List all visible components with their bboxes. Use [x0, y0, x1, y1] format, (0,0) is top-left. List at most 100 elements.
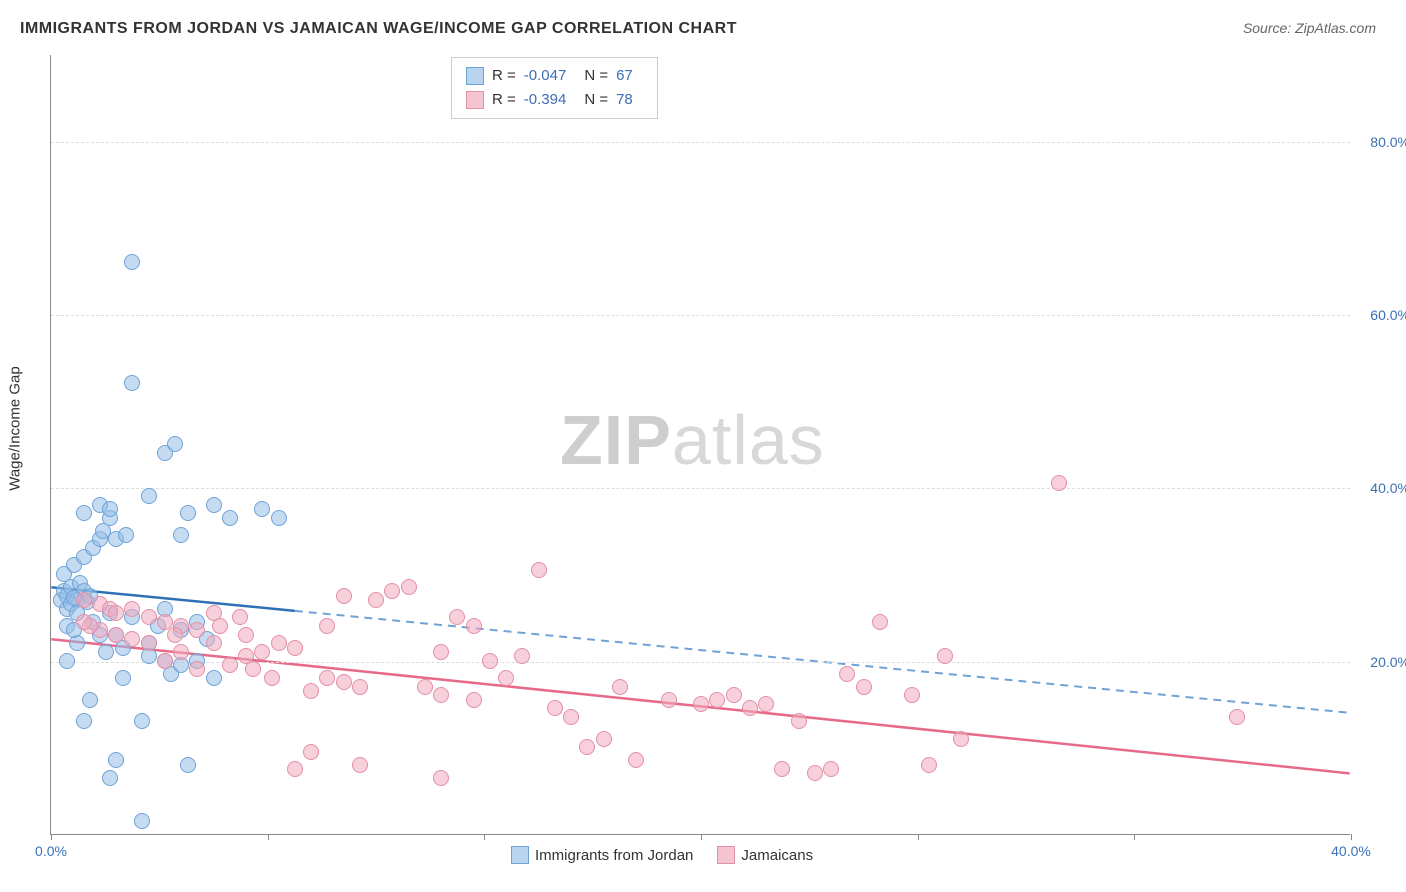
data-point-jamaican	[466, 618, 482, 634]
data-point-jordan	[134, 713, 150, 729]
data-point-jamaican	[547, 700, 563, 716]
n-label: N =	[584, 64, 608, 88]
gridline	[51, 142, 1350, 143]
data-point-jamaican	[1051, 475, 1067, 491]
data-point-jamaican	[1229, 709, 1245, 725]
n-value: 78	[616, 88, 633, 112]
data-point-jamaican	[336, 674, 352, 690]
data-point-jordan	[206, 497, 222, 513]
swatch-icon	[466, 91, 484, 109]
data-point-jordan	[76, 505, 92, 521]
data-point-jordan	[102, 501, 118, 517]
data-point-jamaican	[433, 644, 449, 660]
gridline	[51, 315, 1350, 316]
data-point-jordan	[124, 254, 140, 270]
data-point-jamaican	[212, 618, 228, 634]
data-point-jordan	[82, 692, 98, 708]
data-point-jamaican	[76, 592, 92, 608]
y-tick-label: 60.0%	[1355, 307, 1406, 323]
correlation-row-jamaican: R =-0.394N =78	[466, 88, 643, 112]
data-point-jordan	[115, 670, 131, 686]
data-point-jamaican	[167, 627, 183, 643]
data-point-jamaican	[807, 765, 823, 781]
data-point-jordan	[206, 670, 222, 686]
legend-label: Jamaicans	[741, 847, 813, 864]
data-point-jordan	[59, 653, 75, 669]
data-point-jamaican	[661, 692, 677, 708]
data-point-jamaican	[693, 696, 709, 712]
data-point-jamaican	[937, 648, 953, 664]
data-point-jordan	[271, 510, 287, 526]
data-point-jamaican	[141, 635, 157, 651]
data-point-jamaican	[303, 683, 319, 699]
data-point-jamaican	[856, 679, 872, 695]
data-point-jamaican	[222, 657, 238, 673]
data-point-jamaican	[482, 653, 498, 669]
data-point-jamaican	[124, 631, 140, 647]
r-label: R =	[492, 88, 516, 112]
swatch-icon	[717, 846, 735, 864]
data-point-jamaican	[264, 670, 280, 686]
x-tick	[51, 834, 52, 840]
y-tick-label: 20.0%	[1355, 654, 1406, 670]
data-point-jamaican	[628, 752, 644, 768]
data-point-jamaican	[921, 757, 937, 773]
data-point-jordan	[124, 375, 140, 391]
data-point-jamaican	[612, 679, 628, 695]
data-point-jamaican	[352, 757, 368, 773]
gridline	[51, 488, 1350, 489]
data-point-jamaican	[531, 562, 547, 578]
y-axis-label: Wage/Income Gap	[7, 366, 24, 491]
data-point-jamaican	[319, 618, 335, 634]
x-tick-label: 40.0%	[1331, 843, 1371, 859]
data-point-jamaican	[417, 679, 433, 695]
data-point-jordan	[102, 770, 118, 786]
data-point-jamaican	[579, 739, 595, 755]
data-point-jamaican	[141, 609, 157, 625]
data-point-jamaican	[758, 696, 774, 712]
data-point-jordan	[222, 510, 238, 526]
data-point-jamaican	[872, 614, 888, 630]
data-point-jamaican	[774, 761, 790, 777]
data-point-jamaican	[271, 635, 287, 651]
x-tick	[1351, 834, 1352, 840]
data-point-jordan	[108, 752, 124, 768]
correlation-row-jordan: R =-0.047N =67	[466, 64, 643, 88]
data-point-jordan	[180, 757, 196, 773]
data-point-jamaican	[839, 666, 855, 682]
legend-label: Immigrants from Jordan	[535, 847, 693, 864]
r-value: -0.047	[524, 64, 567, 88]
data-point-jordan	[141, 488, 157, 504]
data-point-jamaican	[76, 614, 92, 630]
data-point-jamaican	[108, 627, 124, 643]
data-point-jamaican	[384, 583, 400, 599]
data-point-jamaican	[596, 731, 612, 747]
scatter-chart: R =-0.047N =67R =-0.394N =78 Immigrants …	[50, 55, 1350, 835]
legend-item-jordan: Immigrants from Jordan	[511, 846, 693, 864]
data-point-jordan	[180, 505, 196, 521]
data-point-jordan	[173, 527, 189, 543]
data-point-jordan	[134, 813, 150, 829]
data-point-jamaican	[303, 744, 319, 760]
y-tick-label: 80.0%	[1355, 134, 1406, 150]
chart-title: IMMIGRANTS FROM JORDAN VS JAMAICAN WAGE/…	[20, 20, 737, 38]
data-point-jamaican	[232, 609, 248, 625]
data-point-jamaican	[791, 713, 807, 729]
correlation-legend: R =-0.047N =67R =-0.394N =78	[451, 57, 658, 119]
x-tick	[1134, 834, 1135, 840]
source-attribution: Source: ZipAtlas.com	[1243, 20, 1376, 36]
data-point-jamaican	[189, 622, 205, 638]
data-point-jordan	[98, 644, 114, 660]
data-point-jamaican	[742, 700, 758, 716]
data-point-jordan	[76, 713, 92, 729]
data-point-jamaican	[238, 627, 254, 643]
series-legend: Immigrants from Jordan Jamaicans	[511, 846, 813, 864]
data-point-jamaican	[189, 661, 205, 677]
y-tick-label: 40.0%	[1355, 480, 1406, 496]
data-point-jamaican	[238, 648, 254, 664]
r-value: -0.394	[524, 88, 567, 112]
data-point-jordan	[254, 501, 270, 517]
data-point-jamaican	[433, 687, 449, 703]
x-tick	[918, 834, 919, 840]
x-tick	[268, 834, 269, 840]
